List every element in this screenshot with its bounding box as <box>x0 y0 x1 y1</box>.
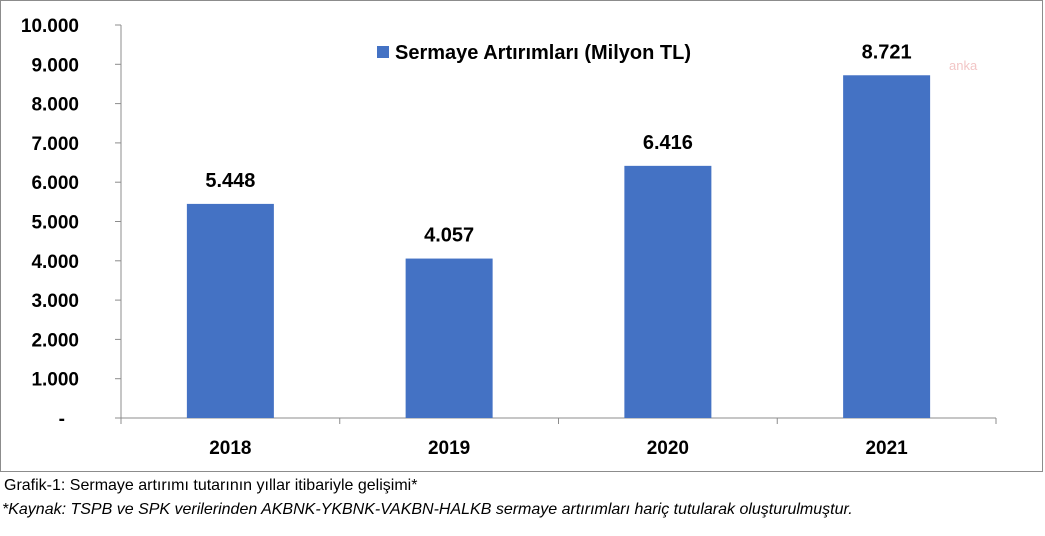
data-label-2021: 8.721 <box>862 41 912 63</box>
bar-2019 <box>405 258 493 418</box>
legend-swatch <box>377 46 389 58</box>
y-tick-label: 4.000 <box>31 252 79 273</box>
x-tick-label: 2018 <box>209 438 251 459</box>
y-tick-label: 6.000 <box>31 173 79 194</box>
watermark-logo: anka <box>949 58 978 73</box>
y-tick-label: 8.000 <box>31 95 79 116</box>
data-label-2020: 6.416 <box>643 132 693 154</box>
legend-label: Sermaye Artırımları (Milyon TL) <box>395 42 691 64</box>
y-axis-labels: - 1.000 2.000 3.000 4.000 5.000 6.000 7.000 8.00… <box>21 16 79 430</box>
y-tick-label: 7.000 <box>31 134 79 155</box>
bar-chart: - 1.000 2.000 3.000 4.000 5.000 6.000 7.000 8.00… <box>21 16 997 459</box>
chart-frame: - 1.000 2.000 3.000 4.000 5.000 6.000 7.000 8.00… <box>0 0 1043 472</box>
figure-caption: Grafik-1: Sermaye artırımı tutarının yıl… <box>4 477 418 494</box>
legend: Sermaye Artırımları (Milyon TL) <box>377 42 691 64</box>
bar-2020 <box>624 165 712 418</box>
y-tick-label: 1.000 <box>31 370 79 391</box>
data-label-2019: 4.057 <box>424 225 474 247</box>
x-axis-labels: 2018 2019 2020 2021 <box>209 438 908 459</box>
y-tick-label: 2.000 <box>31 330 79 351</box>
y-axis-ticks <box>115 24 121 419</box>
bar-series <box>186 75 931 418</box>
y-tick-label: 3.000 <box>31 291 79 312</box>
x-axis-ticks <box>120 418 997 424</box>
x-tick-label: 2019 <box>428 438 470 459</box>
source-note: *Kaynak: TSPB ve SPK verilerinden AKBNK-… <box>2 501 853 518</box>
x-tick-label: 2020 <box>647 438 689 459</box>
x-tick-label: 2021 <box>865 438 908 459</box>
y-tick-label: - <box>59 409 65 430</box>
y-tick-label: 5.000 <box>31 213 79 234</box>
data-labels: 5.448 4.057 6.416 8.721 <box>205 41 911 246</box>
y-tick-label: 9.000 <box>31 55 79 76</box>
bar-2018 <box>186 203 274 418</box>
y-tick-label: 10.000 <box>21 16 79 37</box>
data-label-2018: 5.448 <box>205 170 255 192</box>
bar-2021 <box>843 75 931 418</box>
